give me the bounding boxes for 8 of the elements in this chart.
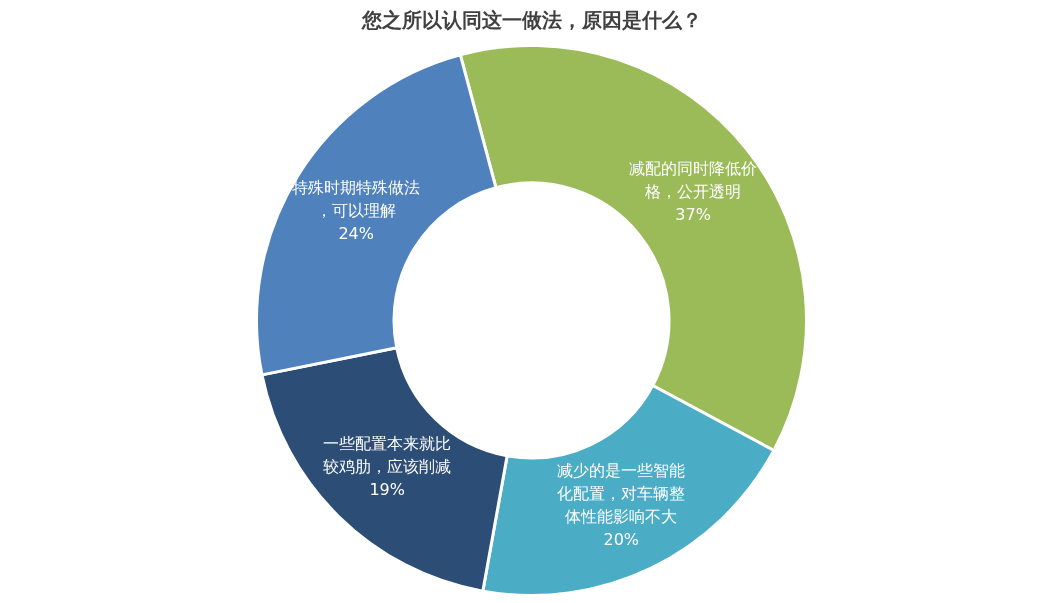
data-label: 37% (675, 204, 711, 224)
data-label: 20% (603, 529, 640, 549)
slice-label: 减少的是一些智能化配置，对车辆整体性能影响不大 (557, 460, 686, 526)
slice-label: 一些配置本来就比较鸡肋，应该削减 (323, 434, 452, 477)
slice-label: 减配的同时降低价格，公开透明 (629, 158, 758, 201)
data-label: 19% (369, 480, 405, 500)
chart-title: 您之所以认同这一做法，原因是什么？ (360, 8, 702, 33)
data-label: 24% (338, 223, 374, 243)
